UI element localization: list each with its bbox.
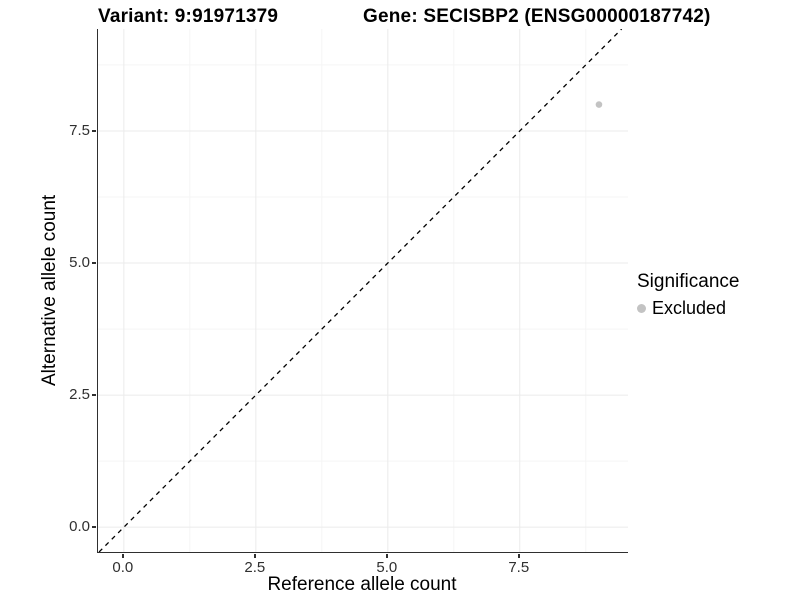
identity-line (98, 29, 623, 552)
plot-title-variant: Variant: 9:91971379 (98, 6, 279, 27)
x-tick-label: 5.0 (376, 559, 398, 576)
y-tick-label: 0.0 (69, 518, 90, 536)
legend: Significance Excluded (637, 271, 739, 319)
legend-key-dot (637, 304, 646, 313)
legend-item-label: Excluded (652, 298, 727, 318)
x-tick-mark (122, 553, 124, 558)
y-tick-label: 5.0 (69, 254, 90, 272)
x-tick-label: 7.5 (508, 559, 530, 576)
legend-item: Excluded (637, 298, 739, 319)
y-tick-label: 2.5 (69, 386, 90, 404)
y-tick-mark (91, 394, 96, 396)
y-tick-mark (91, 130, 96, 132)
x-tick-mark (254, 553, 256, 558)
y-tick-mark (91, 526, 96, 528)
x-tick-label: 2.5 (244, 559, 266, 576)
x-tick-label: 0.0 (112, 559, 134, 576)
data-point (595, 101, 603, 108)
scatter-plot-canvas (98, 29, 628, 552)
legend-title: Significance (637, 271, 740, 292)
x-tick-mark (518, 553, 520, 558)
y-tick-mark (91, 262, 96, 264)
x-tick-mark (386, 553, 388, 558)
y-tick-label: 7.5 (69, 121, 90, 139)
y-axis-title: Alternative allele count (39, 194, 60, 387)
legend-items: Excluded (637, 298, 739, 319)
plot-title-gene: Gene: SECISBP2 (ENSG00000187742) (363, 6, 711, 27)
x-axis-title: Reference allele count (267, 574, 457, 595)
chart-panel (97, 29, 628, 553)
